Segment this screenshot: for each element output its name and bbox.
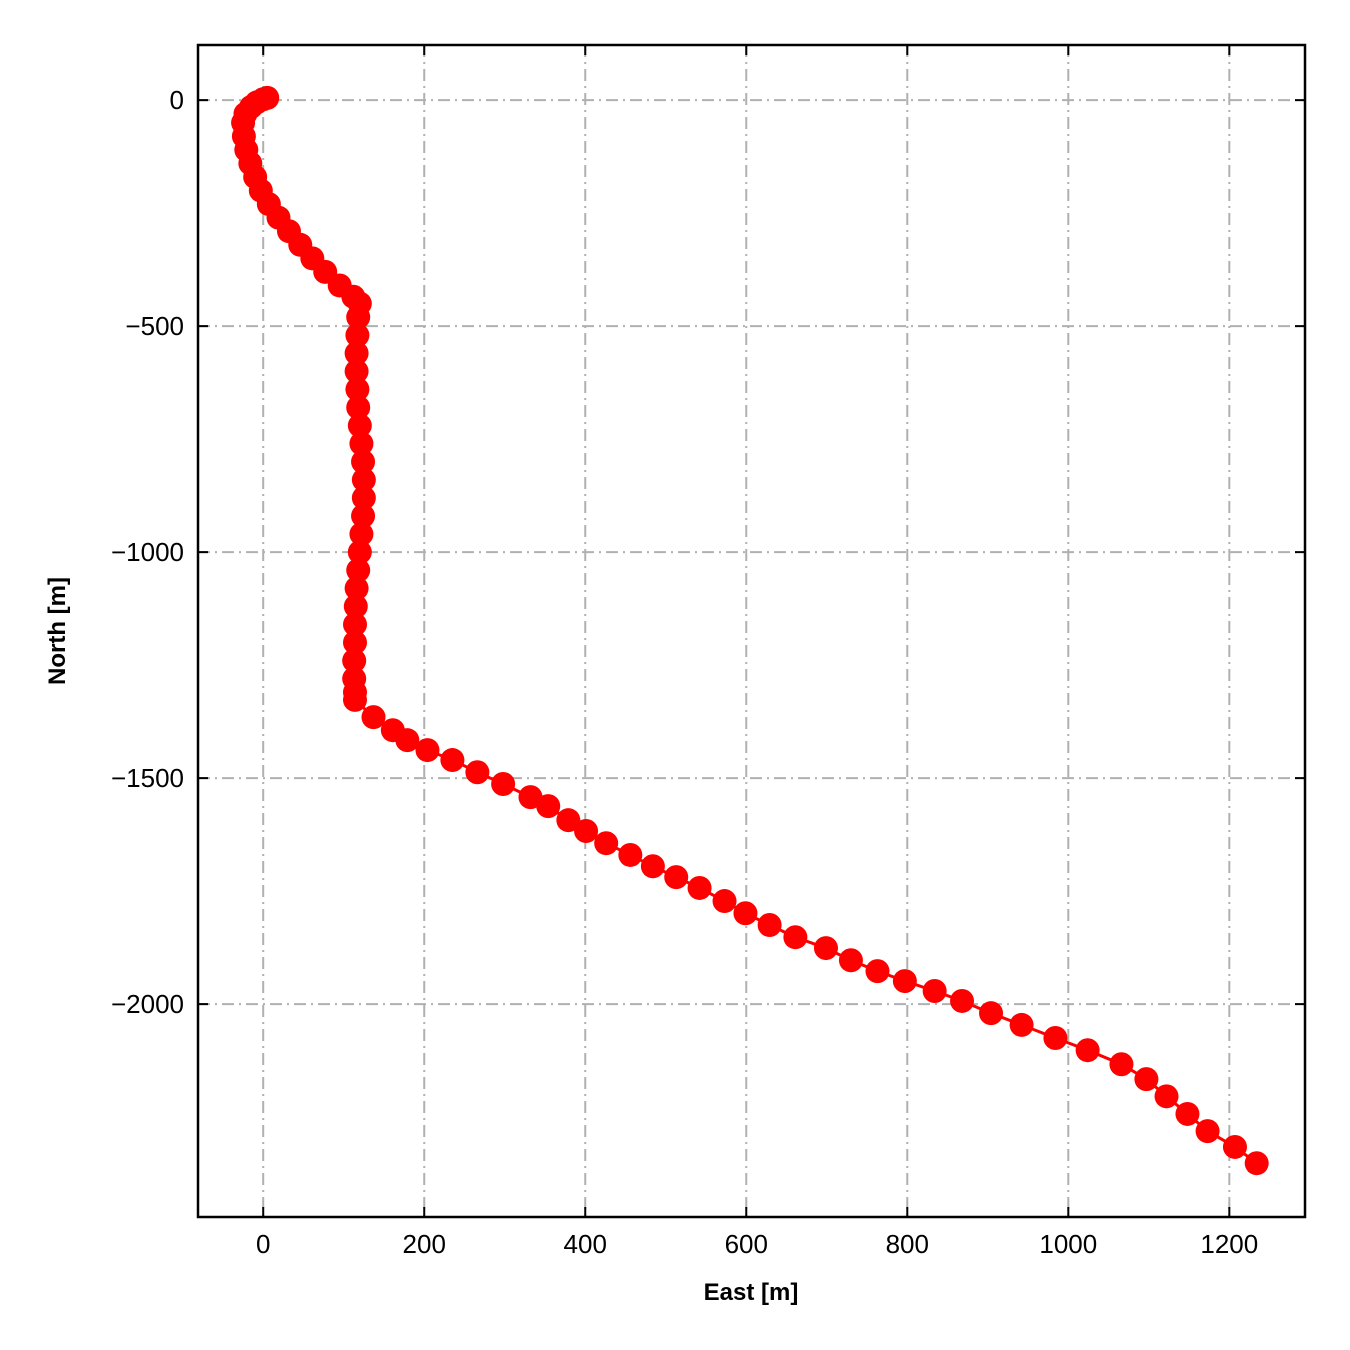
- trajectory-point: [351, 485, 376, 510]
- trajectory-point: [342, 612, 367, 637]
- trajectory-point: [1175, 1101, 1200, 1126]
- trajectory-point: [574, 819, 599, 844]
- trajectory-point: [922, 979, 947, 1004]
- trajectory-point: [347, 540, 372, 565]
- x-tick-label: 600: [725, 1229, 768, 1259]
- trajectory-point: [1222, 1134, 1247, 1159]
- trajectory-point: [349, 431, 374, 456]
- trajectory-point: [361, 705, 386, 730]
- trajectory-point: [1195, 1119, 1220, 1144]
- trajectory-point: [1154, 1084, 1179, 1109]
- trajectory-point: [687, 875, 712, 900]
- trajectory-point: [346, 395, 371, 420]
- trajectory-point: [344, 341, 369, 366]
- trajectory-point: [395, 728, 420, 753]
- trajectory-point: [556, 808, 581, 833]
- x-axis-label: East [m]: [704, 1279, 799, 1306]
- trajectory-point: [343, 594, 368, 619]
- trajectory-point: [465, 760, 490, 785]
- trajectory-point: [1009, 1012, 1034, 1037]
- y-tick-label: −1000: [111, 537, 184, 567]
- y-tick-label: −1500: [111, 763, 184, 793]
- trajectory-point: [351, 449, 376, 474]
- trajectory-point: [415, 738, 440, 763]
- trajectory-point: [347, 413, 372, 438]
- trajectory-point: [536, 794, 561, 819]
- trajectory-point: [979, 1001, 1004, 1026]
- trajectory-point: [950, 988, 975, 1013]
- trajectory-point: [342, 630, 367, 655]
- trajectory-point: [440, 748, 465, 773]
- y-tick-label: 0: [170, 85, 184, 115]
- trajectory-point: [838, 948, 863, 973]
- trajectory-point: [594, 831, 619, 856]
- trajectory-point: [351, 503, 376, 528]
- trajectory-point: [813, 936, 838, 961]
- trajectory-point: [342, 648, 367, 673]
- trajectory-point: [733, 901, 758, 926]
- trajectory-point: [783, 925, 808, 950]
- trajectory-point: [1244, 1151, 1269, 1176]
- trajectory-point: [344, 576, 369, 601]
- trajectory-point: [640, 854, 665, 879]
- trajectory-point: [351, 467, 376, 492]
- trajectory-point: [1134, 1067, 1159, 1092]
- trajectory-point: [618, 842, 643, 867]
- x-tick-label: 1000: [1039, 1229, 1097, 1259]
- y-axis-label: North [m]: [44, 577, 71, 685]
- trajectory-point: [518, 785, 543, 810]
- x-tick-label: 800: [886, 1229, 929, 1259]
- trajectory-point: [757, 913, 782, 938]
- trajectory-point: [346, 305, 371, 330]
- trajectory-point: [345, 377, 370, 402]
- y-tick-label: −500: [125, 311, 184, 341]
- x-tick-label: 400: [564, 1229, 607, 1259]
- trajectory-point: [664, 865, 689, 890]
- trajectory-point: [712, 889, 737, 914]
- y-tick-label: −2000: [111, 989, 184, 1019]
- trajectory-point: [865, 959, 890, 984]
- trajectory-point: [344, 359, 369, 384]
- x-tick-label: 200: [403, 1229, 446, 1259]
- trajectory-point: [345, 323, 370, 348]
- trajectory-point: [342, 687, 367, 712]
- plot-frame: [196, 43, 1307, 1219]
- trajectory-point: [349, 522, 374, 547]
- x-tick-label: 0: [256, 1229, 270, 1259]
- trajectory-point: [491, 771, 516, 796]
- trajectory-point: [1109, 1052, 1134, 1077]
- trajectory-point: [1075, 1038, 1100, 1063]
- trajectory-point: [346, 558, 371, 583]
- trajectory-point: [1043, 1026, 1068, 1051]
- trajectory-point: [892, 969, 917, 994]
- x-tick-label: 1200: [1200, 1229, 1258, 1259]
